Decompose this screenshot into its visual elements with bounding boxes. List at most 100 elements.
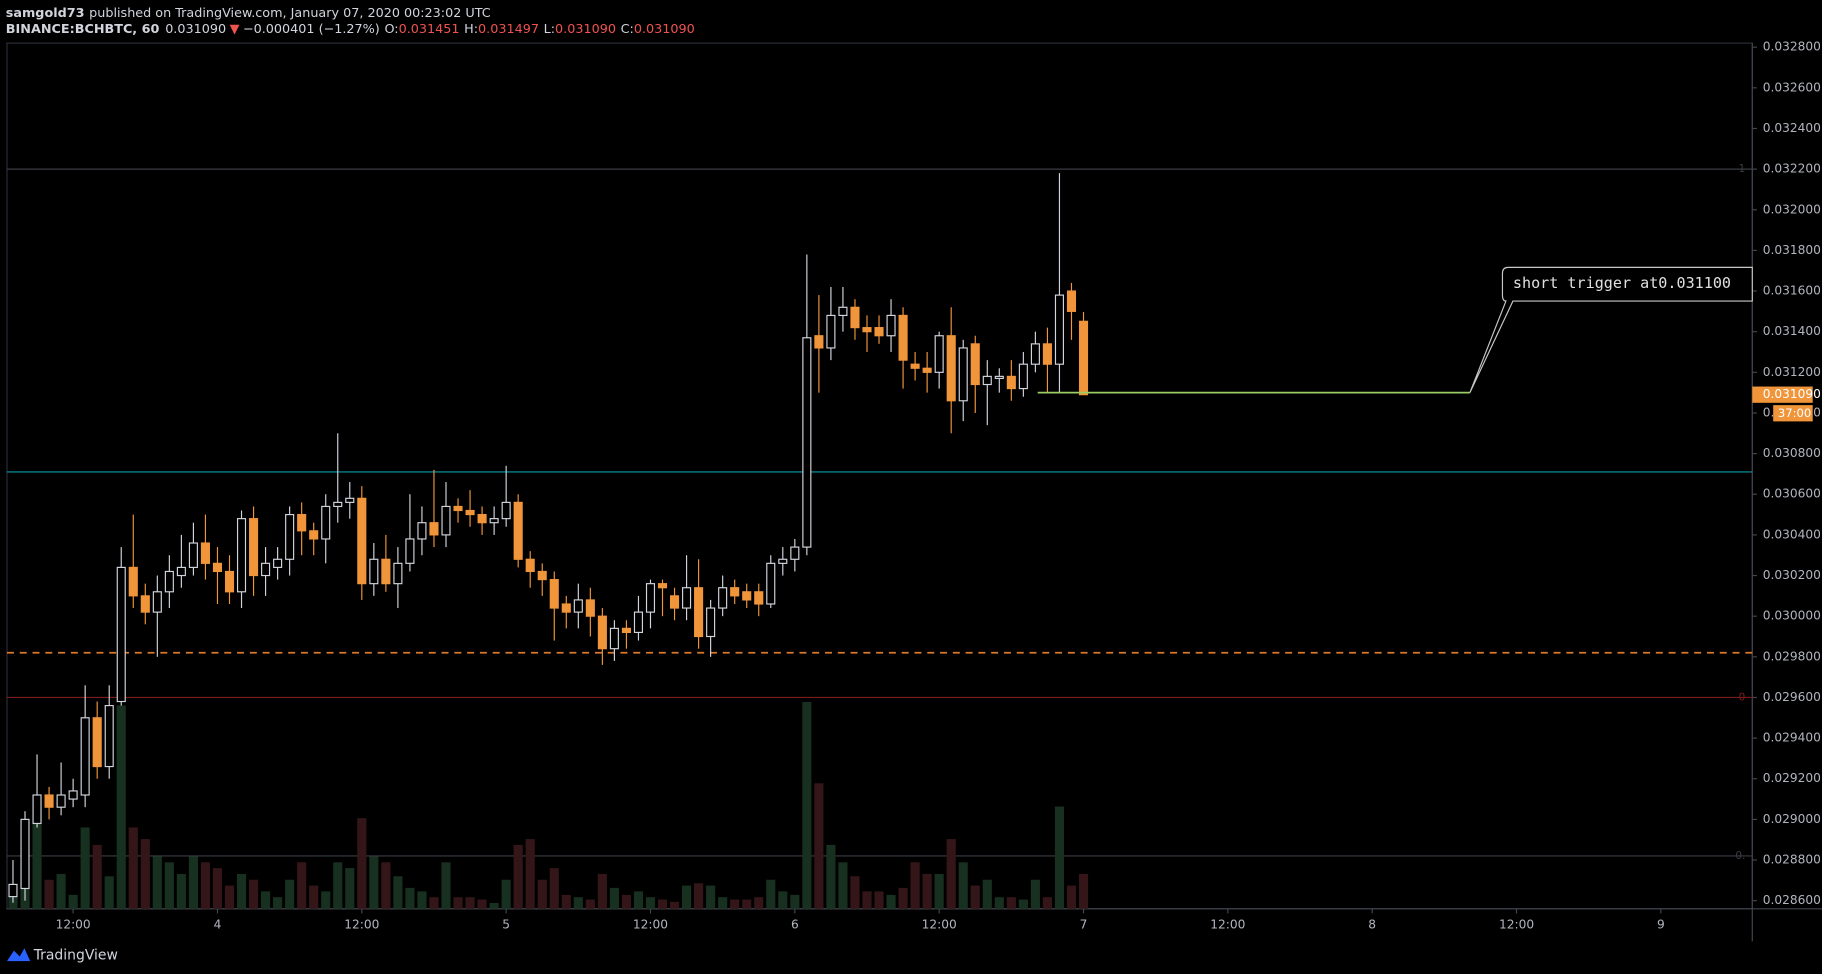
candle-body bbox=[633, 611, 644, 634]
change: −0.000401 (−1.27%) bbox=[243, 22, 380, 37]
volume-bar bbox=[1030, 879, 1040, 909]
x-tick-label: 4 bbox=[214, 918, 222, 932]
volume-bar bbox=[441, 862, 451, 909]
candle-body bbox=[561, 603, 571, 613]
x-tick-label: 12:00 bbox=[344, 918, 379, 932]
volume-bar bbox=[934, 873, 944, 909]
candle-body bbox=[922, 367, 932, 373]
y-tick-label: 0.032000 bbox=[1763, 202, 1821, 216]
candle-body bbox=[549, 579, 559, 609]
volume-bar bbox=[609, 887, 619, 909]
candle-body bbox=[766, 562, 776, 605]
x-tick-label: 8 bbox=[1368, 918, 1376, 932]
candle-body bbox=[465, 509, 475, 516]
candle-body bbox=[309, 530, 319, 540]
volume-bar bbox=[80, 827, 90, 909]
candle-body bbox=[718, 587, 728, 609]
volume-bar bbox=[116, 705, 126, 909]
ohlc-value: 0.031090 bbox=[555, 22, 616, 37]
candle-body bbox=[249, 518, 259, 577]
callout-text: short trigger at0.031100 bbox=[1513, 274, 1731, 292]
candle-body bbox=[200, 542, 210, 564]
volume-bar bbox=[706, 885, 716, 909]
y-tick-label: 0.029200 bbox=[1763, 771, 1821, 785]
volume-bar bbox=[561, 894, 571, 909]
candle-body bbox=[910, 363, 920, 369]
volume-bar bbox=[453, 897, 463, 909]
candle-body bbox=[261, 562, 271, 577]
volume-bar bbox=[694, 883, 704, 909]
candle-body bbox=[970, 343, 980, 386]
volume-bar bbox=[321, 891, 331, 909]
volume-bar bbox=[489, 902, 499, 909]
callout bbox=[1469, 266, 1753, 393]
y-tick-label: 0.028600 bbox=[1763, 893, 1821, 907]
volume-bar bbox=[1018, 899, 1028, 909]
candle-body bbox=[814, 335, 824, 349]
price-box bbox=[1752, 386, 1813, 403]
volume-bar bbox=[128, 827, 138, 909]
candle-body bbox=[874, 327, 884, 337]
candle-body bbox=[645, 583, 656, 613]
candle-body bbox=[104, 705, 114, 768]
volume-bar bbox=[393, 876, 403, 909]
volume-bar bbox=[946, 839, 956, 909]
volume-bar bbox=[405, 887, 415, 909]
candle-body bbox=[441, 505, 451, 536]
x-tick-label: 12:00 bbox=[1210, 918, 1245, 932]
candle-body bbox=[1030, 343, 1040, 365]
volume-bar bbox=[56, 873, 66, 909]
candle-body bbox=[236, 518, 247, 593]
candle-body bbox=[381, 558, 391, 585]
volume-bar bbox=[621, 894, 632, 909]
volume-bar bbox=[838, 862, 848, 909]
candle-body bbox=[188, 542, 198, 568]
candle-body bbox=[597, 615, 607, 650]
change-arrow: ▼ bbox=[230, 22, 240, 37]
volume-bar bbox=[224, 885, 235, 909]
volume-bar bbox=[898, 887, 908, 909]
volume-bar bbox=[585, 899, 595, 909]
x-tick-label: 12:00 bbox=[922, 918, 957, 932]
y-tick-label: 0.029400 bbox=[1763, 731, 1821, 745]
x-tick-label: 12:00 bbox=[56, 918, 91, 932]
brand: TradingView bbox=[33, 947, 118, 963]
candle-body bbox=[1006, 375, 1016, 390]
volume-bar bbox=[513, 844, 523, 909]
y-tick-label: 0.031200 bbox=[1763, 365, 1821, 379]
candle-body bbox=[730, 587, 740, 597]
candle-body bbox=[56, 794, 66, 808]
candle-body bbox=[1066, 290, 1077, 312]
volume-bar bbox=[910, 862, 920, 909]
candle-body bbox=[285, 513, 295, 560]
y-tick-label: 0.031600 bbox=[1763, 284, 1821, 298]
candle-body bbox=[417, 522, 427, 540]
volume-bar bbox=[633, 891, 644, 909]
published: published on TradingView.com, January 07… bbox=[89, 5, 491, 20]
candle-body bbox=[501, 501, 511, 520]
candle-body bbox=[609, 627, 619, 650]
volume-bar bbox=[381, 862, 391, 909]
volume-bar bbox=[176, 873, 186, 909]
candle-body bbox=[682, 587, 692, 609]
x-tick-label: 9 bbox=[1657, 918, 1665, 932]
y-tick-label: 0.028800 bbox=[1763, 853, 1821, 867]
candles bbox=[8, 173, 1089, 909]
volume-bar bbox=[669, 901, 680, 909]
candle-body bbox=[477, 513, 487, 524]
volume-bar bbox=[477, 899, 487, 909]
volume-bar bbox=[104, 876, 114, 909]
y-tick-label: 0.030800 bbox=[1763, 446, 1821, 460]
volume-bar bbox=[730, 899, 740, 909]
volume-bar bbox=[417, 891, 427, 909]
candle-body bbox=[657, 583, 668, 589]
candle-body bbox=[333, 501, 343, 508]
volume-bar bbox=[682, 885, 692, 909]
volume-bar bbox=[994, 897, 1004, 909]
candle-body bbox=[790, 546, 800, 560]
volume-bar bbox=[766, 879, 776, 909]
volume-bar bbox=[465, 897, 475, 909]
y-tick-label: 0.032800 bbox=[1763, 40, 1821, 54]
candle-body bbox=[742, 591, 752, 601]
